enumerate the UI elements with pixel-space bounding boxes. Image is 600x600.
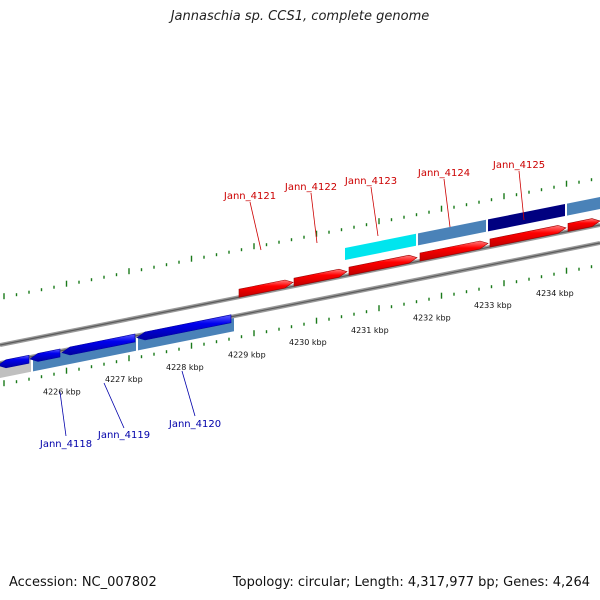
kbp-tick-label: 4229 kbp [228,350,266,359]
kbp-tick-label: 4234 kbp [536,289,574,298]
forward-gene-arrow [293,268,348,287]
cds-band-segment [345,233,416,260]
gene-leader-line [59,391,67,437]
cds-band-segment [567,197,600,216]
gene-leader-line [249,201,262,251]
gene-arrows [0,218,600,369]
gene-label-jann_4125: Jann_4125 [492,160,545,171]
gene-leader-line [181,370,196,417]
reverse-gene-arrow [29,348,61,362]
gene-leader-line [443,178,451,228]
forward-gene-arrow [489,225,567,248]
accession-text: Accession: NC_007802 [9,575,157,590]
gene-leader-line [518,170,525,221]
genome-title: Jannaschia sp. CCS1, complete genome [170,9,430,24]
forward-gene-arrow [238,279,294,298]
kbp-tick-label: 4227 kbp [105,375,143,384]
gene-label-jann_4123: Jann_4123 [344,176,397,187]
forward-gene-arrow [419,240,489,262]
gene-label-jann_4120: Jann_4120 [168,419,221,430]
gene-leader-line [103,382,125,429]
gene-leader-line [310,192,318,244]
forward-gene-arrow [567,218,600,232]
cds-band-segment [418,219,486,246]
forward-gene-arrow [348,254,418,276]
cds-band-segment [488,204,565,232]
gene-labels: Jann_4121 Jann_4122 Jann_4123 Jann_4124 Jann… [39,160,545,450]
kbp-tick-label: 4226 kbp [43,387,81,396]
gene-label-jann_4118: Jann_4118 [39,439,92,450]
kbp-tick-label: 4228 kbp [166,363,204,372]
gene-label-jann_4124: Jann_4124 [417,168,470,179]
kbp-tick-label: 4233 kbp [474,301,512,310]
kbp-tick-label: 4231 kbp [351,326,389,335]
reverse-gene-arrow [136,314,232,341]
gene-label-jann_4122: Jann_4122 [284,182,337,193]
kbp-tick-label: 4232 kbp [413,313,451,322]
genome-stats-text: Topology: circular; Length: 4,317,977 bp… [232,575,590,590]
kbp-tick-label: 4230 kbp [289,338,327,347]
gene-label-jann_4119: Jann_4119 [97,430,150,441]
gene-label-jann_4121: Jann_4121 [223,191,276,202]
position-ticks: 4226 kbp 4227 kbp 4228 kbp 4229 kbp 4230 kbp… [3,178,593,396]
reverse-gene-arrow [61,333,136,356]
gene-leader-line [370,186,379,237]
reverse-gene-arrow [0,354,30,369]
